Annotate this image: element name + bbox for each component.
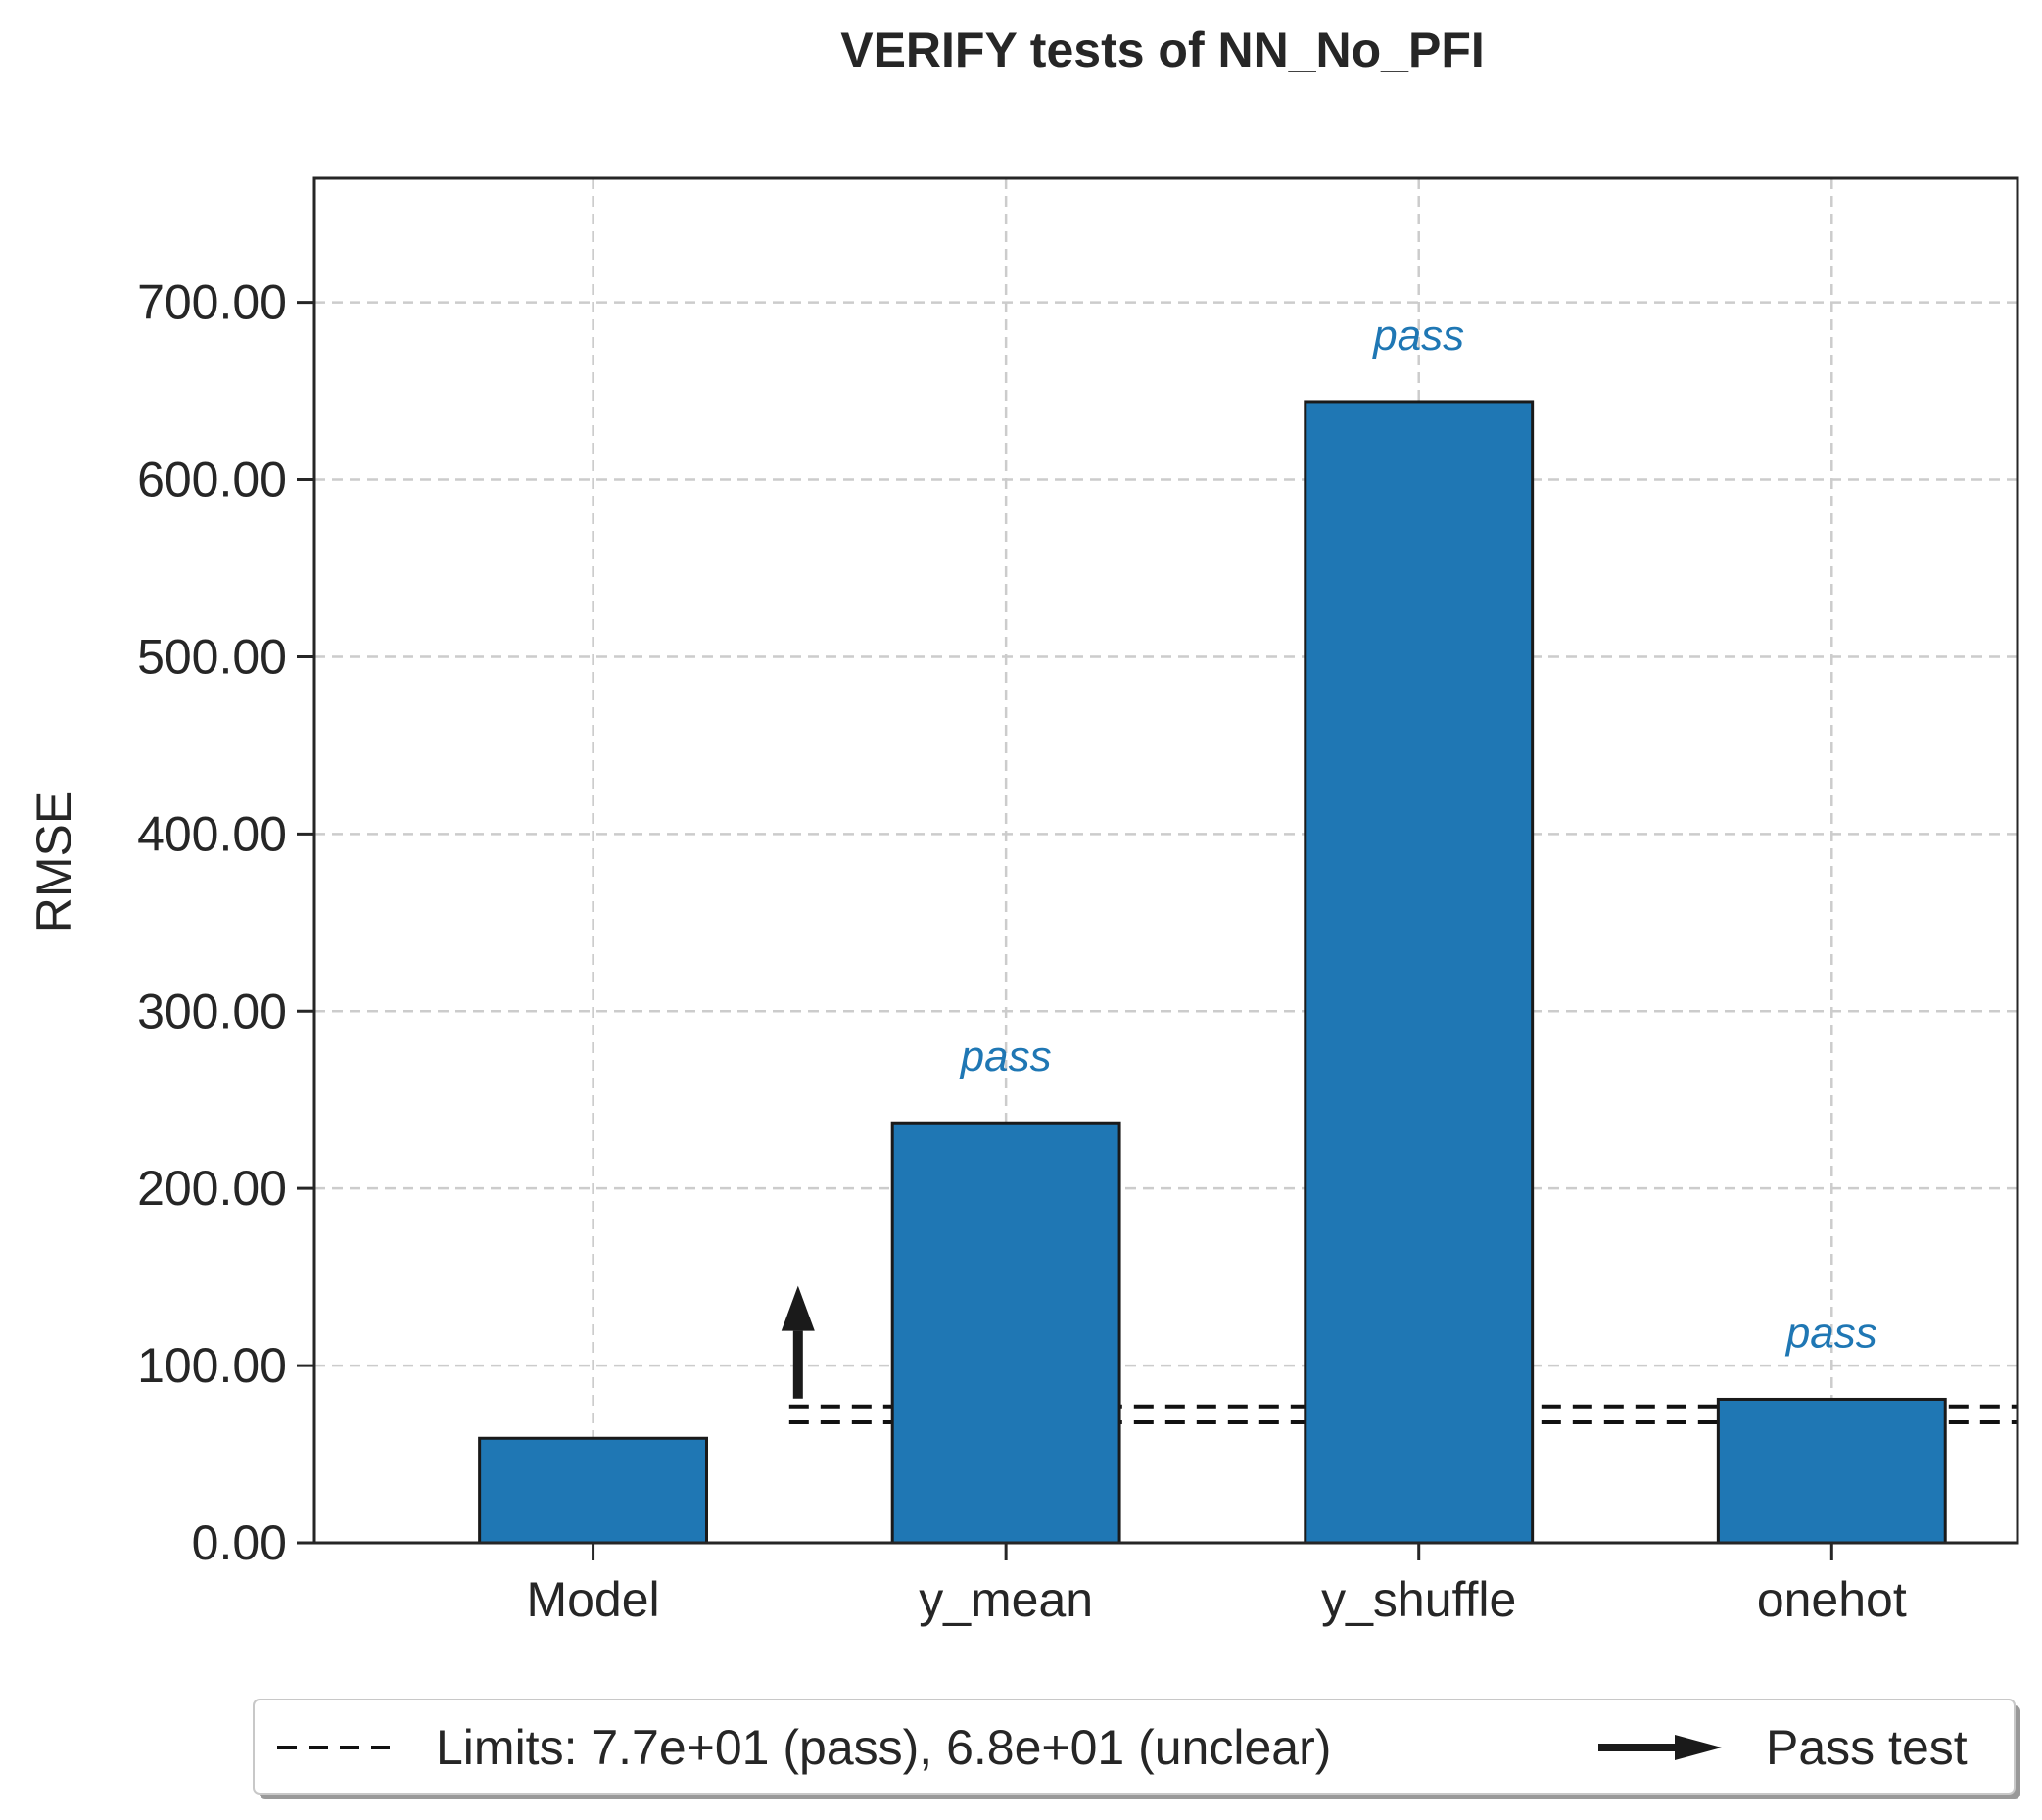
bar-annotations: pass pass pass: [959, 311, 1877, 1358]
y-axis: 0.00 100.00 200.00 300.00 400.00 500.00 600.00…: [137, 275, 314, 1570]
bars: [478, 400, 1947, 1545]
pass-annotation: pass: [1784, 1309, 1877, 1357]
x-axis: Model y_mean y_shuffle onehot: [526, 1543, 1907, 1627]
y-tick-label: 400.00: [137, 806, 287, 861]
legend-box: [253, 1699, 2016, 1795]
bar-y-shuffle: [1304, 400, 1535, 1545]
plot-frame: [312, 176, 2019, 1545]
legend-limits-label: Limits: 7.7e+01 (pass), 6.8e+01 (unclear…: [436, 1720, 1331, 1775]
y-tick-label: 100.00: [137, 1338, 287, 1393]
y-tick-label: 700.00: [137, 275, 287, 330]
y-tick-label: 300.00: [137, 983, 287, 1038]
legend-pass-test-label: Pass test: [1766, 1720, 1968, 1775]
bar-model: [478, 1436, 708, 1545]
legend: Limits: 7.7e+01 (pass), 6.8e+01 (unclear…: [253, 1699, 2020, 1799]
pass-annotation: pass: [959, 1032, 1052, 1080]
legend-arrow-icon: [1675, 1735, 1722, 1760]
x-tick-label: y_mean: [919, 1572, 1093, 1627]
pass-annotation: pass: [1371, 311, 1464, 359]
y-tick-label: 500.00: [137, 629, 287, 684]
y-tick-label: 600.00: [137, 453, 287, 507]
y-axis-label: RMSE: [26, 791, 81, 933]
bar-y-mean: [890, 1121, 1121, 1545]
pass-arrow: [781, 1285, 815, 1399]
y-tick-label: 0.00: [192, 1515, 287, 1570]
y-tick-label: 200.00: [137, 1161, 287, 1216]
x-tick-label: Model: [526, 1572, 659, 1627]
grid: [314, 178, 2018, 1543]
x-tick-label: y_shuffle: [1321, 1572, 1516, 1627]
chart-title: VERIFY tests of NN_No_PFI: [840, 23, 1485, 77]
x-tick-label: onehot: [1757, 1572, 1907, 1627]
pass-arrow-icon: [781, 1285, 815, 1331]
bar-onehot: [1716, 1397, 1947, 1545]
